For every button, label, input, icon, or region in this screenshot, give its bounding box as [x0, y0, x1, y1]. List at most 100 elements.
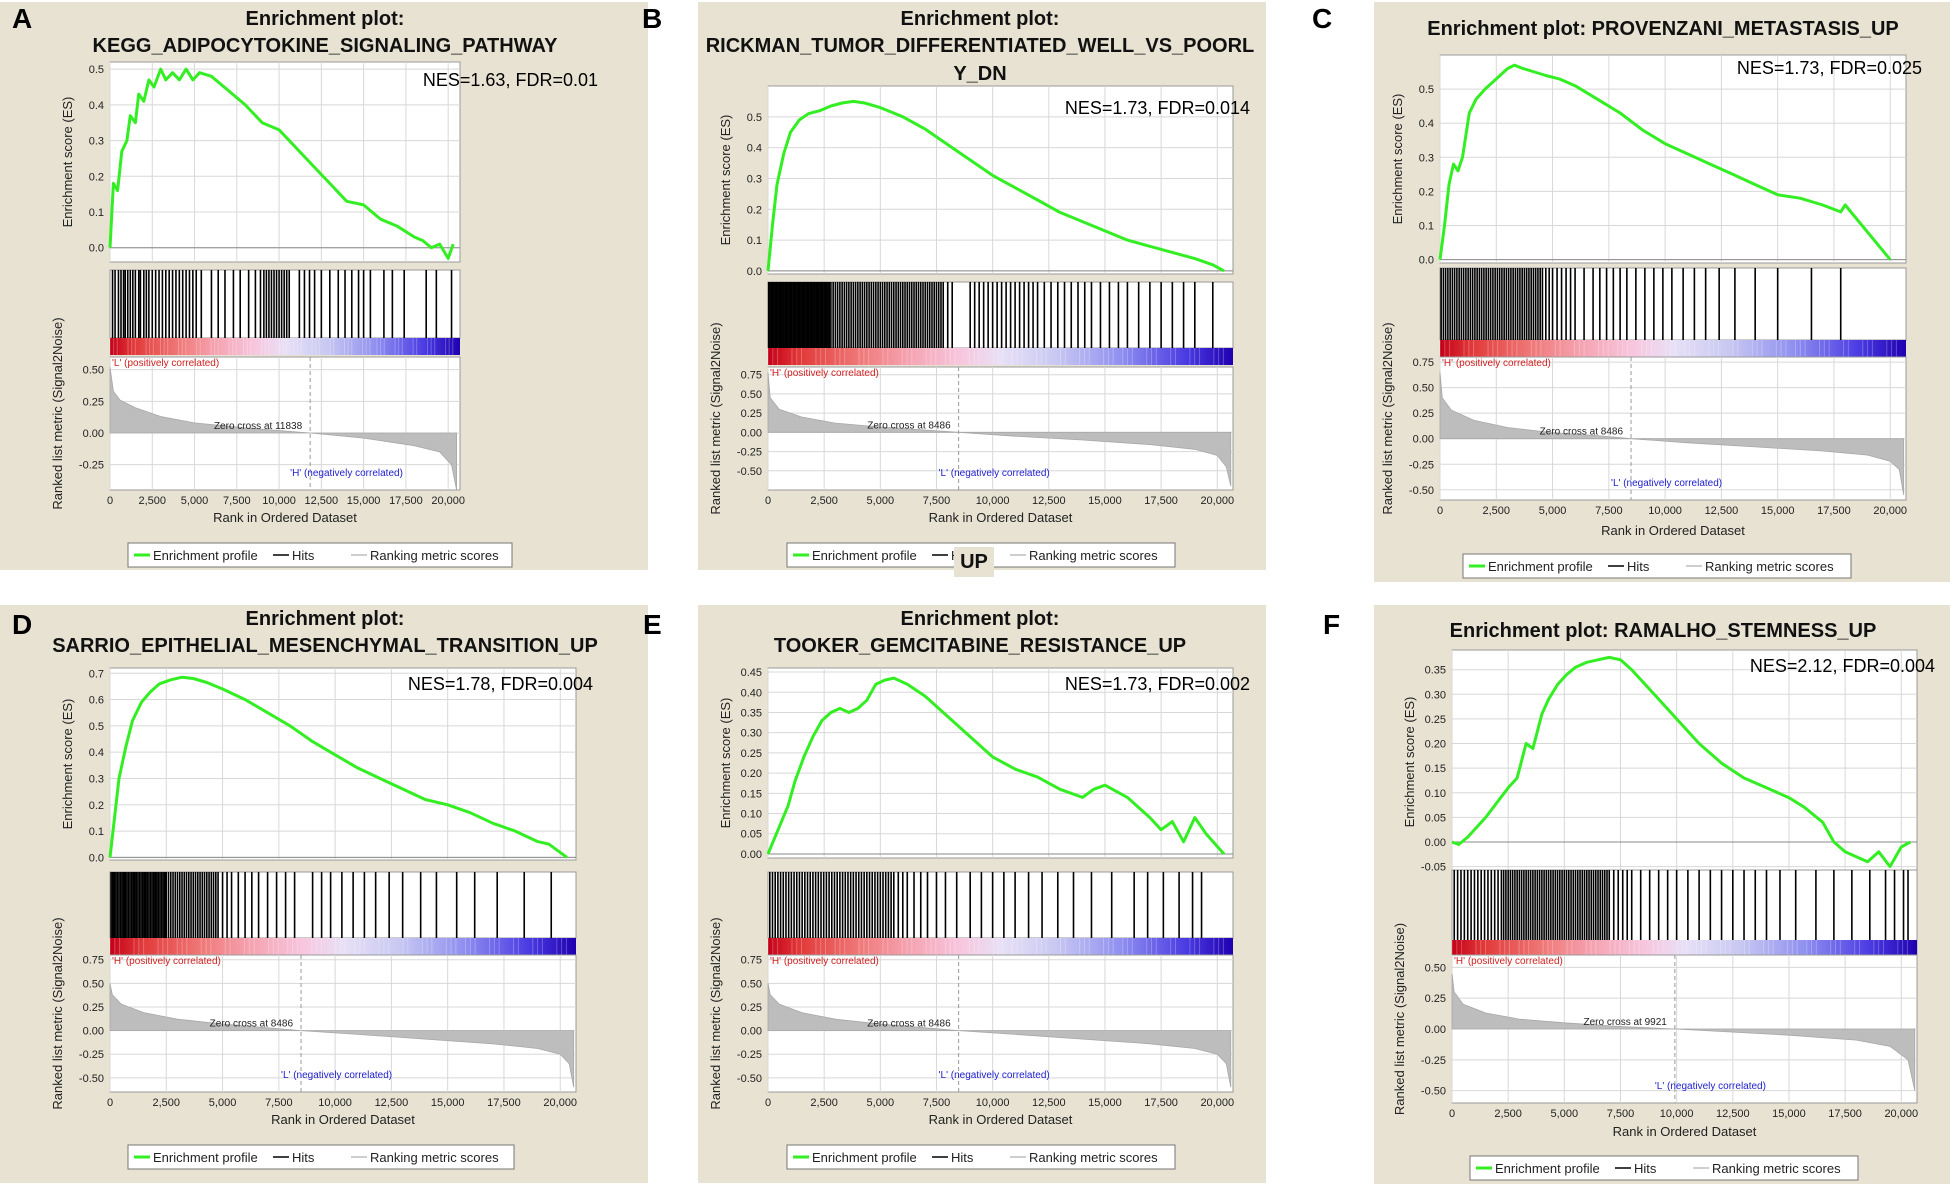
ranked-tick-label: -0.50 — [737, 466, 762, 478]
legend-box — [1469, 1155, 1859, 1181]
overlay-label-box: UP — [954, 547, 994, 577]
es-tick-label: 0.40 — [741, 687, 762, 699]
es-plot-frame — [1439, 54, 1907, 264]
x-axis-label: Rank in Ordered Dataset — [929, 510, 1073, 525]
legend-profile-label: Enrichment profile — [1488, 559, 1593, 574]
legend-profile-label: Enrichment profile — [153, 548, 258, 563]
x-tick-label: 12,500 — [1032, 495, 1066, 507]
es-tick-label: 0.0 — [1419, 255, 1434, 267]
es-tick-label: 0.30 — [1425, 689, 1446, 701]
x-tick-label: 12,500 — [1716, 1108, 1750, 1120]
zero-cross-label: Zero cross at 8486 — [210, 1019, 294, 1030]
overlay-label: UP — [960, 550, 988, 573]
x-tick-label: 20,000 — [543, 1097, 577, 1109]
es-tick-label: 0.1 — [747, 235, 762, 247]
nes-annotation: NES=1.78, FDR=0.004 — [408, 674, 593, 694]
legend-scores-label: Ranking metric scores — [1712, 1161, 1841, 1176]
es-y-axis-label: Enrichment score (ES) — [1390, 94, 1405, 225]
legend-box — [127, 542, 513, 568]
ranked-tick-label: 0.25 — [1425, 993, 1446, 1005]
hits-frame — [109, 269, 461, 339]
zero-cross-label: Zero cross at 11838 — [214, 421, 303, 432]
es-tick-label: 0.25 — [1425, 714, 1446, 726]
legend-profile-label: Enrichment profile — [1495, 1161, 1600, 1176]
ranked-tick-label: 0.00 — [741, 427, 762, 439]
enrichment-profile-line — [766, 99, 1225, 273]
x-tick-label: 17,500 — [1817, 505, 1851, 517]
panel-C: C Enrichment plot: PROVENZANI_METASTASIS_… — [1312, 2, 1950, 582]
es-tick-label: 0.00 — [1425, 837, 1446, 849]
x-tick-label: 20,000 — [431, 495, 465, 507]
es-tick-label: 0.4 — [747, 143, 762, 155]
x-tick-label: 7,500 — [923, 1097, 951, 1109]
ranking-metric-area — [109, 367, 458, 491]
es-tick-label: 0.4 — [89, 747, 104, 759]
es-tick-label: 0.00 — [741, 849, 762, 861]
x-tick-label: 2,500 — [1494, 1108, 1522, 1120]
ranked-tick-label: 0.00 — [1425, 1024, 1446, 1036]
legend-scores-label: Ranking metric scores — [1705, 559, 1834, 574]
panel-title-line: TOOKER_GEMCITABINE_RESISTANCE_UP — [774, 635, 1186, 657]
es-tick-label: 0.6 — [89, 695, 104, 707]
legend-profile-label: Enrichment profile — [153, 1150, 258, 1165]
correlation-colorbar — [768, 938, 1233, 955]
ranked-y-axis-label: Ranked list metric (Signal2Noise) — [708, 322, 723, 514]
panel-E: E Enrichment plot: TOOKER_GEMCITABINE_RESI… — [643, 605, 1266, 1183]
x-tick-label: 17,500 — [1144, 1097, 1178, 1109]
es-tick-label: 0.05 — [741, 829, 762, 841]
x-tick-label: 20,000 — [1200, 1097, 1234, 1109]
es-plot-frame — [1451, 649, 1918, 875]
x-tick-label: 7,500 — [1595, 505, 1623, 517]
correlation-colorbar — [1452, 940, 1917, 955]
x-tick-label: 17,500 — [487, 1097, 521, 1109]
negative-correlation-label: 'L' (negatively correlated) — [939, 1070, 1050, 1081]
enrichment-profile-line — [108, 67, 455, 260]
zero-cross-label: Zero cross at 8486 — [867, 420, 951, 431]
panel-title-line: Enrichment plot: — [246, 608, 405, 630]
negative-correlation-label: 'L' (negatively correlated) — [939, 468, 1050, 479]
legend-scores-label: Ranking metric scores — [1029, 1150, 1158, 1165]
panel-title-line: SARRIO_EPITHELIAL_MESENCHYMAL_TRANSITION… — [52, 635, 598, 657]
x-tick-label: 5,000 — [209, 1097, 237, 1109]
es-tick-label: 0.7 — [89, 668, 104, 680]
panel-title-line: KEGG_ADIPOCYTOKINE_SIGNALING_PATHWAY — [93, 35, 559, 57]
zero-cross-label: Zero cross at 8486 — [1540, 427, 1624, 438]
panel-letter: B — [642, 3, 662, 34]
ranked-tick-label: -0.50 — [1409, 485, 1434, 497]
ranking-metric-area — [109, 983, 575, 1088]
hits-frame — [109, 871, 577, 939]
panel-A: A Enrichment plot: KEGG_ADIPOCYTOKINE_SIGN… — [0, 2, 648, 570]
es-y-axis-label: Enrichment score (ES) — [60, 97, 75, 228]
hits-frame — [1439, 267, 1907, 341]
es-tick-label: 0.1 — [89, 826, 104, 838]
es-y-axis-label: Enrichment score (ES) — [1402, 697, 1417, 828]
x-tick-label: 10,000 — [1648, 505, 1682, 517]
panel-letter: D — [12, 609, 32, 640]
es-tick-label: 0.2 — [89, 171, 104, 183]
es-tick-label: 0.0 — [89, 852, 104, 864]
legend-scores-label: Ranking metric scores — [370, 548, 499, 563]
legend-box — [127, 1144, 515, 1170]
ranked-tick-label: 0.25 — [83, 1002, 104, 1014]
legend-box — [1462, 553, 1852, 579]
panel-letter: C — [1312, 3, 1332, 34]
ranked-tick-label: -0.25 — [1409, 459, 1434, 471]
es-tick-label: 0.3 — [89, 136, 104, 148]
x-axis-label: Rank in Ordered Dataset — [1613, 1124, 1757, 1139]
es-tick-label: 0.05 — [1425, 812, 1446, 824]
es-tick-label: 0.5 — [89, 721, 104, 733]
ranked-tick-label: 0.00 — [741, 1026, 762, 1038]
x-tick-label: 0 — [765, 495, 771, 507]
negative-correlation-label: 'L' (negatively correlated) — [281, 1070, 392, 1081]
panel-title-line: Enrichment plot: RAMALHO_STEMNESS_UP — [1450, 620, 1877, 642]
ranked-tick-label: 0.75 — [83, 955, 104, 967]
negative-correlation-label: 'L' (negatively correlated) — [1611, 478, 1722, 489]
x-tick-label: 15,000 — [1761, 505, 1795, 517]
ranked-tick-label: 0.75 — [741, 955, 762, 967]
es-tick-label: 0.5 — [747, 112, 762, 124]
panel-title-line: Enrichment plot: — [901, 608, 1060, 630]
x-tick-label: 7,500 — [223, 495, 251, 507]
x-tick-label: 20,000 — [1200, 495, 1234, 507]
es-tick-label: 0.5 — [1419, 84, 1434, 96]
ranked-tick-label: 0.75 — [741, 370, 762, 382]
